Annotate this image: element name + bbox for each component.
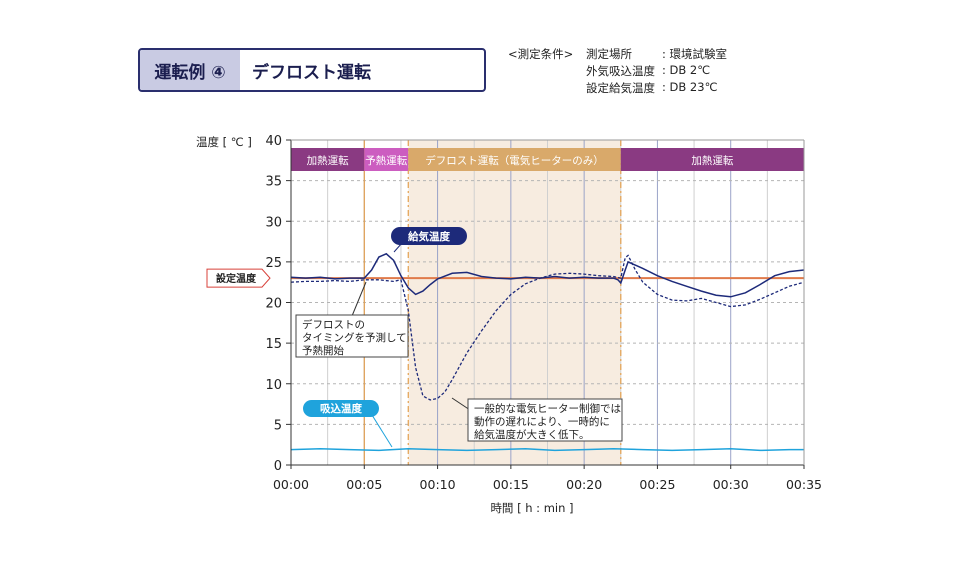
setpoint-label: 設定温度 xyxy=(216,272,257,285)
supply-badge xyxy=(391,227,467,245)
heater-annotation-text-line: 一般的な電気ヒーター制御では xyxy=(474,402,621,415)
title-box: 運転例 ④ デフロスト運転 xyxy=(138,48,486,92)
phase-band xyxy=(620,148,804,171)
y-tick-label: 5 xyxy=(274,418,282,433)
preheat-annotation-box xyxy=(295,314,409,358)
heater-annotation-leader xyxy=(451,397,471,411)
x-tick-label: 00:20 xyxy=(566,477,602,492)
condition-value-set-supply: : DB 23℃ xyxy=(662,80,718,94)
y-axis-title: 温度 [ ℃ ] xyxy=(196,135,252,149)
intake-badge-leader xyxy=(371,414,393,448)
heater-annotation-text-line: 給気温度が大きく低下。 xyxy=(474,428,590,441)
y-tick-label: 15 xyxy=(265,337,282,352)
y-tick-label: 40 xyxy=(265,134,282,149)
intake-badge-label: 吸込温度 xyxy=(320,402,362,415)
y-tick-label: 20 xyxy=(265,297,282,312)
phase-band-label: 加熱運転 xyxy=(307,154,349,167)
x-axis-title: 時間 [ h : min ] xyxy=(490,501,573,515)
condition-value-location: : 環境試験室 xyxy=(662,47,728,61)
x-tick-label: 00:00 xyxy=(273,477,309,492)
series-line-supply xyxy=(290,252,805,298)
preheat-annotation-text-line: 予熱開始 xyxy=(302,344,344,357)
preheat-annotation-text-line: デフロストの xyxy=(302,318,365,331)
y-tick-label: 30 xyxy=(265,215,282,230)
supply-badge-label: 給気温度 xyxy=(408,230,450,243)
condition-value-outdoor-intake: : DB 2℃ xyxy=(662,63,711,77)
mode-label: デフロスト運転 xyxy=(252,62,371,83)
x-tick-label: 00:35 xyxy=(786,477,822,492)
condition-label-location: 測定場所 xyxy=(586,47,632,61)
x-tick-label: 00:30 xyxy=(713,477,749,492)
phase-band-label: デフロスト運転（電気ヒーターのみ） xyxy=(425,154,604,167)
phase-band xyxy=(291,148,365,171)
y-tick-label: 35 xyxy=(265,175,282,190)
y-tick-label: 0 xyxy=(274,459,282,474)
example-label: 運転例 ④ xyxy=(140,50,240,90)
x-tick-label: 00:25 xyxy=(639,477,675,492)
x-tick-label: 00:05 xyxy=(346,477,382,492)
x-tick-label: 00:10 xyxy=(420,477,456,492)
phase-band-label: 予熱運転 xyxy=(365,154,407,167)
phase-band xyxy=(408,148,621,171)
setpoint-tag xyxy=(206,268,271,288)
conditions-heading: <測定条件> xyxy=(508,47,574,61)
heater-annotation-box xyxy=(467,398,623,442)
preheat-annotation-leader xyxy=(351,281,367,317)
y-tick-label: 25 xyxy=(265,256,282,271)
y-tick-label: 10 xyxy=(265,378,282,393)
phase-band xyxy=(364,148,409,171)
series-line-intake xyxy=(290,448,804,452)
preheat-annotation-text-line: タイミングを予測して xyxy=(302,331,407,344)
condition-label-set-supply: 設定給気温度 xyxy=(586,81,655,95)
heater-annotation-text-line: 動作の遅れにより、一時的に xyxy=(474,415,610,428)
condition-label-outdoor-intake: 外気吸込温度 xyxy=(586,64,655,78)
x-tick-label: 00:15 xyxy=(493,477,529,492)
intake-badge xyxy=(303,400,379,417)
phase-band-label: 加熱運転 xyxy=(691,154,733,167)
